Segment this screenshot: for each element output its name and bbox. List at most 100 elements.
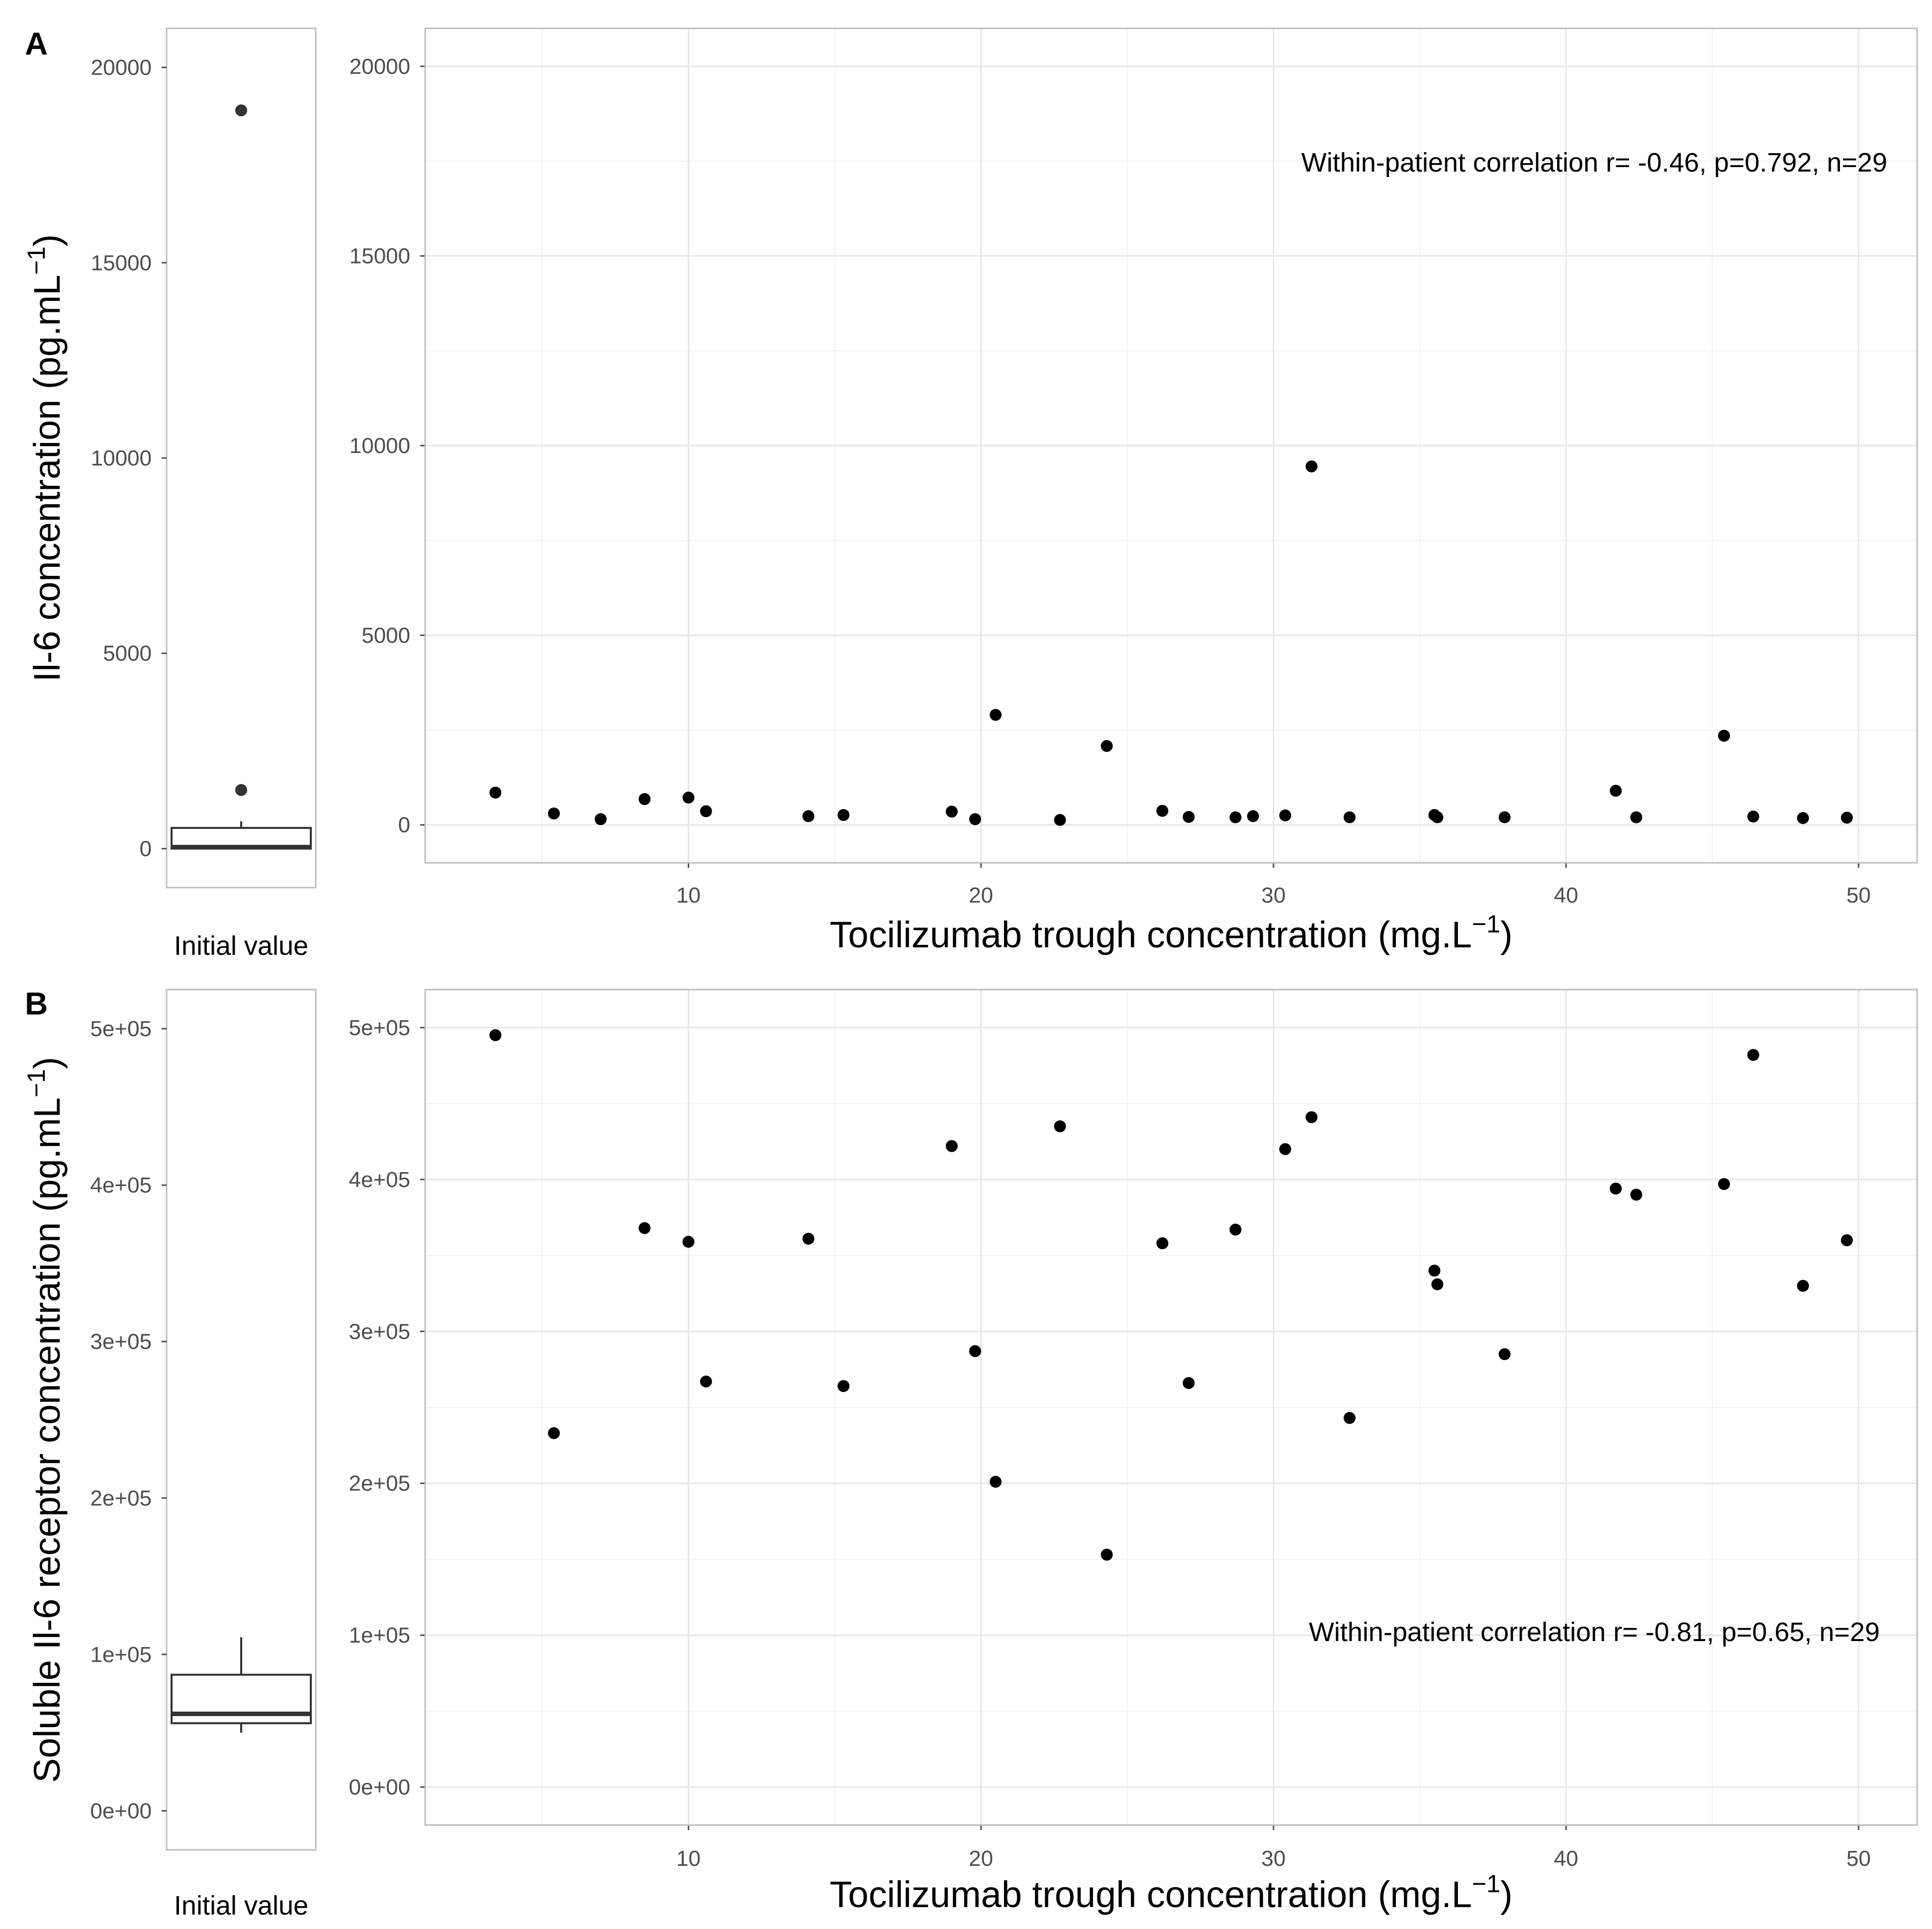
panel-a-data-point bbox=[594, 813, 607, 826]
panel-b: B 0e+00 1e+05 2e+05 3e+05 4e+05 5e+05 Initial v… bbox=[25, 986, 1918, 1921]
panel-b-data-point bbox=[1498, 1348, 1511, 1361]
panel-a-x-axis-title: Tocilizumab trough concentration (mg.L−1… bbox=[829, 910, 1512, 955]
panel-a-x-axis-title-close: ) bbox=[1500, 914, 1513, 955]
panel-b-data-point bbox=[990, 1475, 1002, 1488]
panel-b-box-y-tick-label: 4e+05 bbox=[90, 1173, 152, 1197]
panel-b-y-tick-label: 5e+05 bbox=[349, 1015, 410, 1040]
panel-a-data-point bbox=[700, 805, 712, 818]
panel-a-x-axis-title-text: Tocilizumab trough concentration (mg.L bbox=[829, 914, 1472, 955]
panel-a-box-outlier bbox=[235, 104, 247, 116]
panel-a-data-point bbox=[1183, 811, 1195, 823]
panel-a-data-point bbox=[1747, 810, 1759, 823]
panel-b-data-point bbox=[1183, 1377, 1195, 1389]
panel-a-data-point bbox=[802, 810, 815, 823]
panel-a-data-point bbox=[1431, 811, 1444, 824]
panel-a-y-axis-title-superscript: −1 bbox=[22, 247, 50, 275]
panel-b-box-y-tick-label: 5e+05 bbox=[90, 1017, 152, 1041]
panel-b-data-point bbox=[682, 1236, 695, 1248]
panel-b-data-point bbox=[1305, 1111, 1318, 1123]
panel-a-y-tick-label: 0 bbox=[398, 813, 410, 837]
panel-b-y-axis-title-superscript: −1 bbox=[22, 1069, 50, 1098]
panel-b-y-tick-label: 2e+05 bbox=[349, 1471, 410, 1496]
panel-a-y-tick-label: 10000 bbox=[350, 434, 410, 458]
panel-b-y-tick-label: 4e+05 bbox=[349, 1168, 410, 1192]
panel-b-data-point bbox=[945, 1140, 958, 1152]
panel-a-plot-frame bbox=[424, 27, 1918, 864]
panel-b-y-axis-title: Soluble Il-6 receptor concentration (pg.… bbox=[22, 1057, 68, 1783]
panel-a-letter: A bbox=[25, 26, 48, 62]
panel-b-data-point bbox=[1431, 1278, 1444, 1290]
panel-a-data-point bbox=[1054, 814, 1066, 826]
panel-b-y-axis-title-close: ) bbox=[26, 1057, 68, 1069]
panel-a-y-axis-title-text: Il-6 concentration (pg.mL bbox=[26, 275, 68, 682]
panel-b-x-axis-title-close: ) bbox=[1500, 1874, 1513, 1915]
panel-b-data-point bbox=[1630, 1189, 1643, 1201]
panel-a-data-point bbox=[1247, 810, 1259, 823]
panel-a-box-label: Initial value bbox=[174, 931, 308, 961]
panel-a-data-point bbox=[1610, 785, 1622, 797]
panel-b-correlation-annotation: Within-patient correlation r= -0.81, p=0… bbox=[1309, 1617, 1880, 1647]
panel-b-x-tick-label: 20 bbox=[969, 1846, 993, 1871]
panel-a-x-tick-label: 30 bbox=[1261, 883, 1286, 908]
panel-b-data-point bbox=[802, 1232, 815, 1245]
panel-a-data-point bbox=[548, 807, 560, 820]
panel-b-data-point bbox=[1229, 1223, 1242, 1236]
panel-a-box-frame bbox=[166, 27, 317, 889]
panel-a-y-axis-title-close: ) bbox=[26, 234, 68, 247]
panel-a-box-y-tick-label: 0 bbox=[140, 836, 152, 861]
panel-b-data-point bbox=[1343, 1412, 1356, 1424]
panel-a-box-outlier bbox=[235, 784, 247, 796]
panel-b-x-axis-title-text: Tocilizumab trough concentration (mg.L bbox=[829, 1874, 1472, 1915]
panel-a-box-y-tick-label: 15000 bbox=[91, 251, 152, 275]
panel-b-data-point bbox=[1747, 1049, 1759, 1061]
panel-b-x-tick-label: 30 bbox=[1261, 1846, 1286, 1871]
panel-a-y-tick-label: 20000 bbox=[350, 54, 410, 79]
panel-a-data-point bbox=[945, 806, 958, 818]
panel-b-data-point bbox=[700, 1376, 712, 1388]
panel-a-box-y-tick-label: 20000 bbox=[91, 56, 152, 80]
panel-a-correlation-annotation: Within-patient correlation r= -0.46, p=0… bbox=[1301, 148, 1887, 178]
panel-b-y-tick-label: 3e+05 bbox=[349, 1319, 410, 1344]
panel-b-x-axis-title: Tocilizumab trough concentration (mg.L−1… bbox=[829, 1870, 1512, 1915]
panel-b-y-tick-label: 0e+00 bbox=[349, 1775, 410, 1800]
panel-a-x-tick-label: 40 bbox=[1554, 883, 1578, 908]
panel-a-x-tick-label: 20 bbox=[969, 883, 993, 908]
panel-b-data-point bbox=[1279, 1143, 1291, 1155]
panel-b-data-point bbox=[969, 1345, 981, 1357]
panel-b-data-point bbox=[1718, 1178, 1730, 1190]
panel-a-box-y-tick-label: 10000 bbox=[91, 446, 152, 470]
panel-a-data-point bbox=[969, 813, 981, 826]
panel-b-letter: B bbox=[25, 986, 48, 1021]
panel-a-data-point bbox=[682, 791, 695, 804]
panel-a-data-point bbox=[1305, 460, 1318, 472]
panel-b-data-point bbox=[489, 1029, 502, 1041]
panel-a-data-point bbox=[1718, 730, 1730, 742]
panel-a-data-point bbox=[1229, 811, 1242, 824]
panel-b-x-axis-title-superscript: −1 bbox=[1472, 1870, 1500, 1898]
panel-a-box-y-tick-label: 5000 bbox=[103, 642, 152, 666]
panel-a-data-point bbox=[1630, 811, 1643, 824]
panel-b-x-tick-label: 10 bbox=[676, 1846, 701, 1871]
panel-a-x-axis-title-superscript: −1 bbox=[1472, 910, 1500, 938]
panel-b-y-tick-label: 1e+05 bbox=[349, 1623, 410, 1648]
panel-a-x-tick-label: 10 bbox=[676, 883, 701, 908]
panel-a-y-tick-label: 15000 bbox=[350, 244, 410, 269]
panel-a-y-axis-title: Il-6 concentration (pg.mL−1) bbox=[22, 234, 68, 682]
panel-a-x-tick-label: 50 bbox=[1846, 883, 1871, 908]
panel-a-data-point bbox=[1498, 811, 1511, 824]
panel-b-data-point bbox=[1054, 1120, 1066, 1132]
panel-b-plot-frame bbox=[424, 989, 1918, 1826]
panel-b-box-y-tick-label: 1e+05 bbox=[90, 1643, 152, 1667]
panel-a-data-point bbox=[1797, 812, 1809, 824]
panel-b-data-point bbox=[1610, 1183, 1622, 1195]
panel-b-x-tick-label: 50 bbox=[1846, 1846, 1871, 1871]
panel-b-data-point bbox=[1156, 1237, 1169, 1250]
panel-a-data-point bbox=[1101, 740, 1113, 752]
panel-b-box-y-tick-label: 3e+05 bbox=[90, 1330, 152, 1354]
panel-a-data-point bbox=[990, 709, 1002, 721]
panel-b-box-label: Initial value bbox=[174, 1891, 308, 1921]
panel-b-data-point bbox=[1797, 1280, 1809, 1292]
panel-b-data-point bbox=[548, 1427, 560, 1439]
panel-a-data-point bbox=[837, 809, 850, 821]
